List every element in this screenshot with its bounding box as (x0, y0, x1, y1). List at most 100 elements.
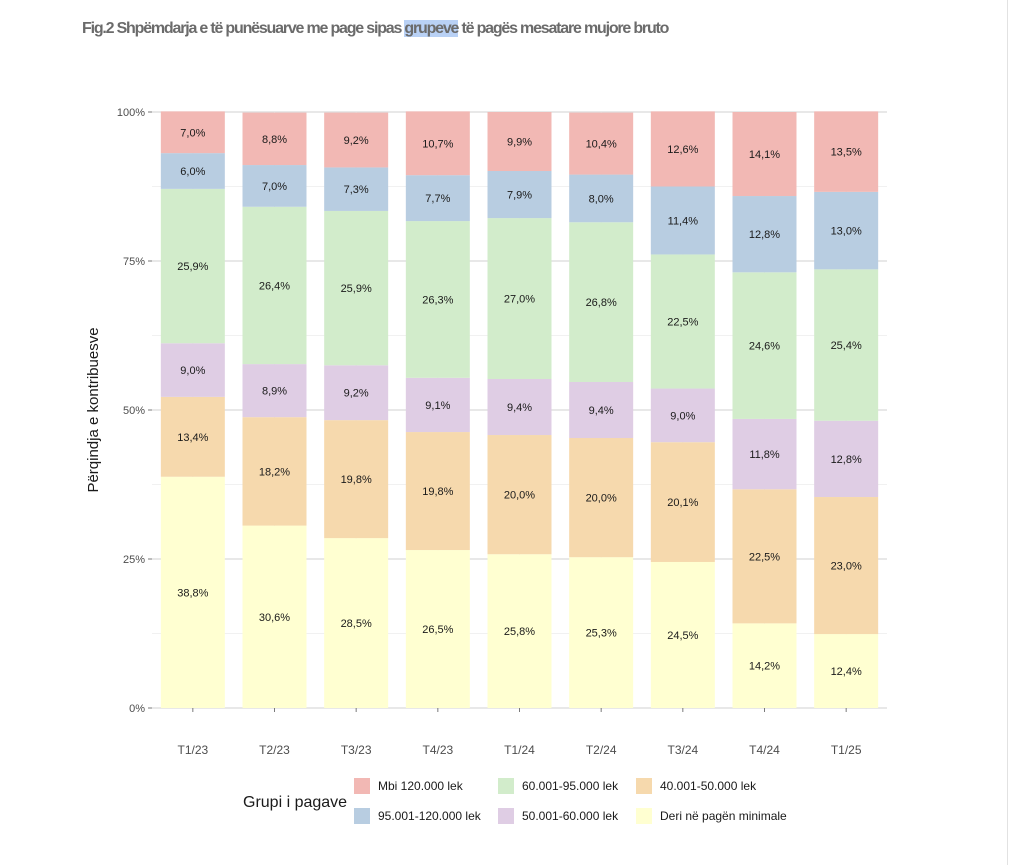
legend-title: Grupi i pagave (243, 794, 348, 811)
x-tick-label: T4/24 (749, 743, 780, 757)
bar-segment-50-001-60-000-lek-t1-25 (814, 420, 879, 498)
bar-segment-60-001-95-000-lek-t3-24 (650, 254, 715, 389)
bar-value-label: 6,0% (180, 166, 205, 178)
x-tick-label: T2/24 (586, 743, 617, 757)
bar-segment-50-001-60-000-lek-t1-24 (487, 379, 552, 436)
x-tick-label: T3/24 (667, 743, 698, 757)
bar-segment-60-001-95-000-lek-t1-24 (487, 218, 552, 380)
bar-segment-50-001-60-000-lek-t2-23 (242, 364, 307, 418)
bar-segment-95-001-120-000-lek-t4-24 (732, 196, 797, 273)
bar-segment-40-001-50-000-lek-t4-24 (732, 489, 797, 624)
figure-title: Fig.2 Shpëmdarja e të punësuarve me page… (82, 20, 669, 38)
bar-value-label: 10,4% (586, 139, 617, 151)
bar-segment-mbi-120-000-lek-t2-23 (242, 112, 307, 166)
bar-value-label: 26,8% (586, 297, 617, 309)
bar-segment-mbi-120-000-lek-t3-23 (324, 112, 389, 168)
bar-value-label: 19,8% (341, 474, 372, 486)
bar-segment-deri-n-pag-n-minimale-t1-24 (487, 554, 552, 708)
bar-segment-95-001-120-000-lek-t2-23 (242, 165, 307, 207)
bar-segment-mbi-120-000-lek-t4-24 (732, 112, 797, 197)
bar-value-label: 22,5% (667, 316, 698, 328)
bar-segment-deri-n-pag-n-minimale-t4-23 (405, 550, 470, 708)
figure-title-highlight: grupeve (404, 20, 459, 37)
x-tick-label: T1/25 (831, 743, 862, 757)
bar-value-label: 9,4% (507, 402, 532, 414)
bar-value-label: 38,8% (177, 587, 208, 599)
bar-value-label: 27,0% (504, 294, 535, 306)
bar-segment-95-001-120-000-lek-t4-23 (405, 175, 470, 222)
y-tick-label: 0% (129, 703, 145, 715)
y-tick-label: 100% (117, 107, 145, 119)
bar-value-label: 11,8% (749, 449, 780, 461)
bar-value-label: 8,9% (262, 386, 287, 398)
bar-value-label: 13,4% (177, 432, 208, 444)
bar-value-label: 26,5% (422, 624, 453, 636)
bar-value-label: 9,9% (507, 137, 532, 149)
bar-value-label: 9,2% (344, 388, 369, 400)
bar-value-label: 25,4% (831, 340, 862, 352)
bar-segment-50-001-60-000-lek-t3-23 (324, 365, 389, 421)
x-axis: T1/23 T2/23 T3/23 T4/23 T1/24 T2/24 T3/24 T4/24… (177, 708, 862, 757)
page-edge-divider (1007, 0, 1008, 865)
bar-segment-60-001-95-000-lek-t4-23 (405, 221, 470, 378)
bar-segment-mbi-120-000-lek-t1-25 (814, 111, 879, 192)
legend-color-key (636, 808, 652, 824)
bar-segment-60-001-95-000-lek-t1-23 (160, 188, 225, 344)
bar-value-label: 7,9% (507, 190, 532, 202)
bar-value-label: 7,0% (180, 127, 205, 139)
y-tick-label: 75% (123, 256, 145, 268)
bar-segment-40-001-50-000-lek-t3-23 (324, 420, 389, 539)
legend-color-key (498, 778, 514, 794)
x-tick-label: T3/23 (341, 743, 372, 757)
bar-segment-40-001-50-000-lek-t2-23 (242, 417, 307, 526)
bar-value-label: 13,0% (831, 226, 862, 238)
bar-segment-60-001-95-000-lek-t2-23 (242, 206, 307, 365)
bar-segment-deri-n-pag-n-minimale-t1-23 (160, 476, 225, 708)
bar-value-label: 20,0% (504, 490, 535, 502)
bar-segment-40-001-50-000-lek-t1-24 (487, 435, 552, 555)
bar-value-label: 8,8% (262, 134, 287, 146)
bar-value-label: 9,2% (344, 135, 369, 147)
bar-value-label: 9,0% (670, 410, 695, 422)
bar-value-label: 12,4% (831, 666, 862, 678)
bar-value-labels: 38,8% 13,4% 9,0% 25,9% 6,0% 7,0% 30,6% 18,2% 8,9… (177, 127, 862, 678)
y-tick-label: 50% (123, 405, 145, 417)
bar-segment-60-001-95-000-lek-t4-24 (732, 272, 797, 419)
bar-segment-60-001-95-000-lek-t3-23 (324, 210, 389, 366)
bar-value-label: 19,8% (422, 486, 453, 498)
bar-value-label: 8,0% (589, 193, 614, 205)
bar-value-label: 25,3% (586, 628, 617, 640)
figure-title-suffix: të pagës mesatare mujore bruto (458, 20, 669, 37)
bar-segment-40-001-50-000-lek-t2-24 (569, 438, 634, 558)
legend-label: Mbi 120.000 lek (378, 779, 463, 793)
y-axis-label: Përqindja e kontribuesve (85, 327, 102, 492)
bar-segment-deri-n-pag-n-minimale-t2-24 (569, 557, 634, 708)
bar-value-label: 7,0% (262, 181, 287, 193)
bar-segment-mbi-120-000-lek-t2-24 (569, 112, 634, 175)
bar-segment-40-001-50-000-lek-t4-23 (405, 432, 470, 551)
bar-value-label: 9,0% (180, 365, 205, 377)
x-tick-label: T1/24 (504, 743, 535, 757)
bar-value-label: 13,5% (831, 147, 862, 159)
bar-segment-95-001-120-000-lek-t3-23 (324, 167, 389, 211)
bar-segment-mbi-120-000-lek-t1-23 (160, 111, 225, 154)
bar-value-label: 26,3% (422, 294, 453, 306)
bar-segment-deri-n-pag-n-minimale-t2-23 (242, 525, 307, 708)
legend-color-key (498, 808, 514, 824)
bar-value-label: 25,8% (504, 626, 535, 638)
bar-value-label: 11,4% (668, 215, 699, 227)
bar-value-label: 23,0% (831, 561, 862, 573)
bar-value-label: 18,2% (259, 466, 290, 478)
bar-segment-40-001-50-000-lek-t3-24 (650, 442, 715, 562)
bar-segment-95-001-120-000-lek-t1-24 (487, 171, 552, 219)
bar-segment-deri-n-pag-n-minimale-t4-24 (732, 623, 797, 708)
legend-color-key (354, 778, 370, 794)
bar-value-label: 10,7% (422, 138, 453, 150)
y-axis: 0% 25% 50% 75% 100% (117, 107, 152, 715)
bar-value-label: 7,7% (425, 193, 450, 205)
bar-segment-deri-n-pag-n-minimale-t3-24 (650, 561, 715, 708)
legend-label: 50.001-60.000 lek (522, 809, 619, 823)
bar-segment-40-001-50-000-lek-t1-23 (160, 396, 225, 477)
x-tick-label: T2/23 (259, 743, 290, 757)
bar-segment-50-001-60-000-lek-t1-23 (160, 343, 225, 397)
